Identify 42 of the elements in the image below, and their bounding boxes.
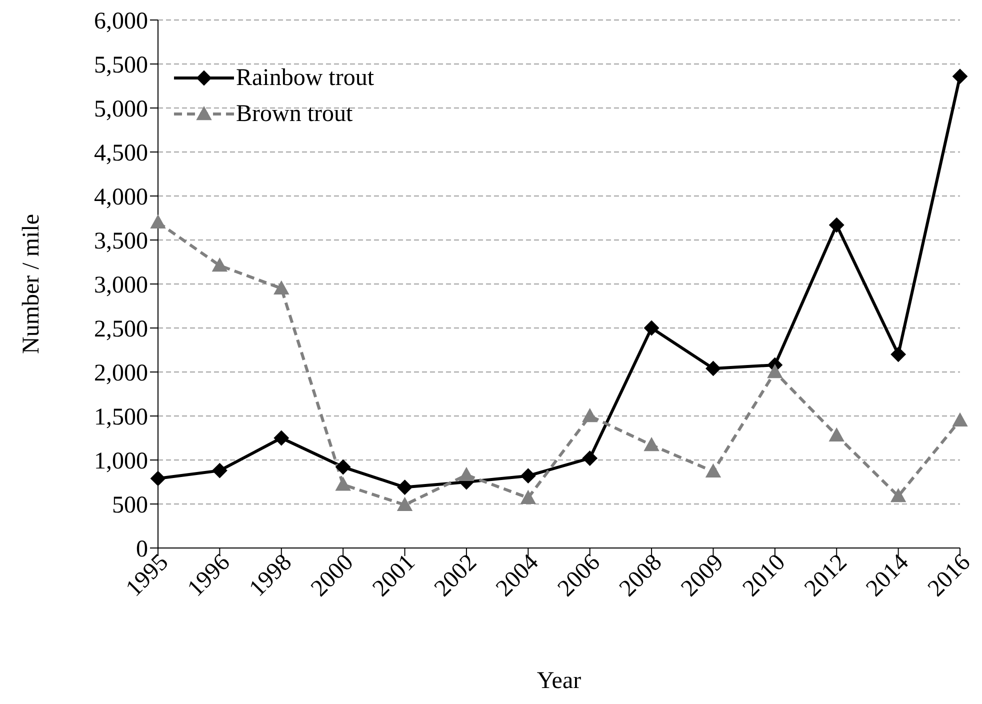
point — [274, 280, 289, 294]
point — [952, 68, 968, 84]
point — [952, 412, 968, 426]
point — [458, 467, 474, 482]
y-tick-label: 500 — [112, 492, 148, 519]
point — [336, 460, 351, 475]
y-tick-label: 1,000 — [94, 448, 148, 475]
legend-label: Brown trout — [236, 100, 353, 128]
point — [890, 346, 906, 362]
point — [890, 488, 906, 502]
point — [212, 463, 228, 478]
point — [212, 258, 228, 272]
point — [520, 468, 536, 484]
y-tick-label: 5,000 — [94, 96, 148, 123]
point — [644, 320, 660, 336]
legend-label: Rainbow trout — [236, 64, 374, 92]
y-tick-label: 6,000 — [94, 8, 148, 35]
point — [397, 497, 412, 511]
y-tick-label: 2,500 — [94, 316, 148, 343]
point — [706, 360, 721, 376]
point — [829, 428, 844, 442]
y-tick-label: 3,500 — [94, 228, 148, 255]
y-tick-label: 2,000 — [94, 360, 148, 387]
point — [336, 477, 351, 491]
point — [706, 464, 721, 478]
x-axis-title: Year — [536, 668, 582, 694]
y-tick-label: 5,500 — [94, 52, 148, 79]
point — [582, 408, 598, 422]
y-tick-label: 4,500 — [94, 140, 148, 167]
point — [150, 214, 166, 228]
point — [274, 430, 289, 446]
y-axis-title: Number / mile — [18, 214, 45, 354]
point — [150, 470, 166, 486]
y-tick-label: 3,000 — [94, 272, 148, 299]
point — [582, 450, 598, 466]
point — [520, 490, 536, 504]
y-tick-label: 4,000 — [94, 184, 148, 211]
y-tick-label: 1,500 — [94, 404, 148, 431]
point — [397, 480, 412, 495]
point — [829, 218, 844, 233]
point — [767, 364, 782, 378]
point — [644, 438, 660, 452]
